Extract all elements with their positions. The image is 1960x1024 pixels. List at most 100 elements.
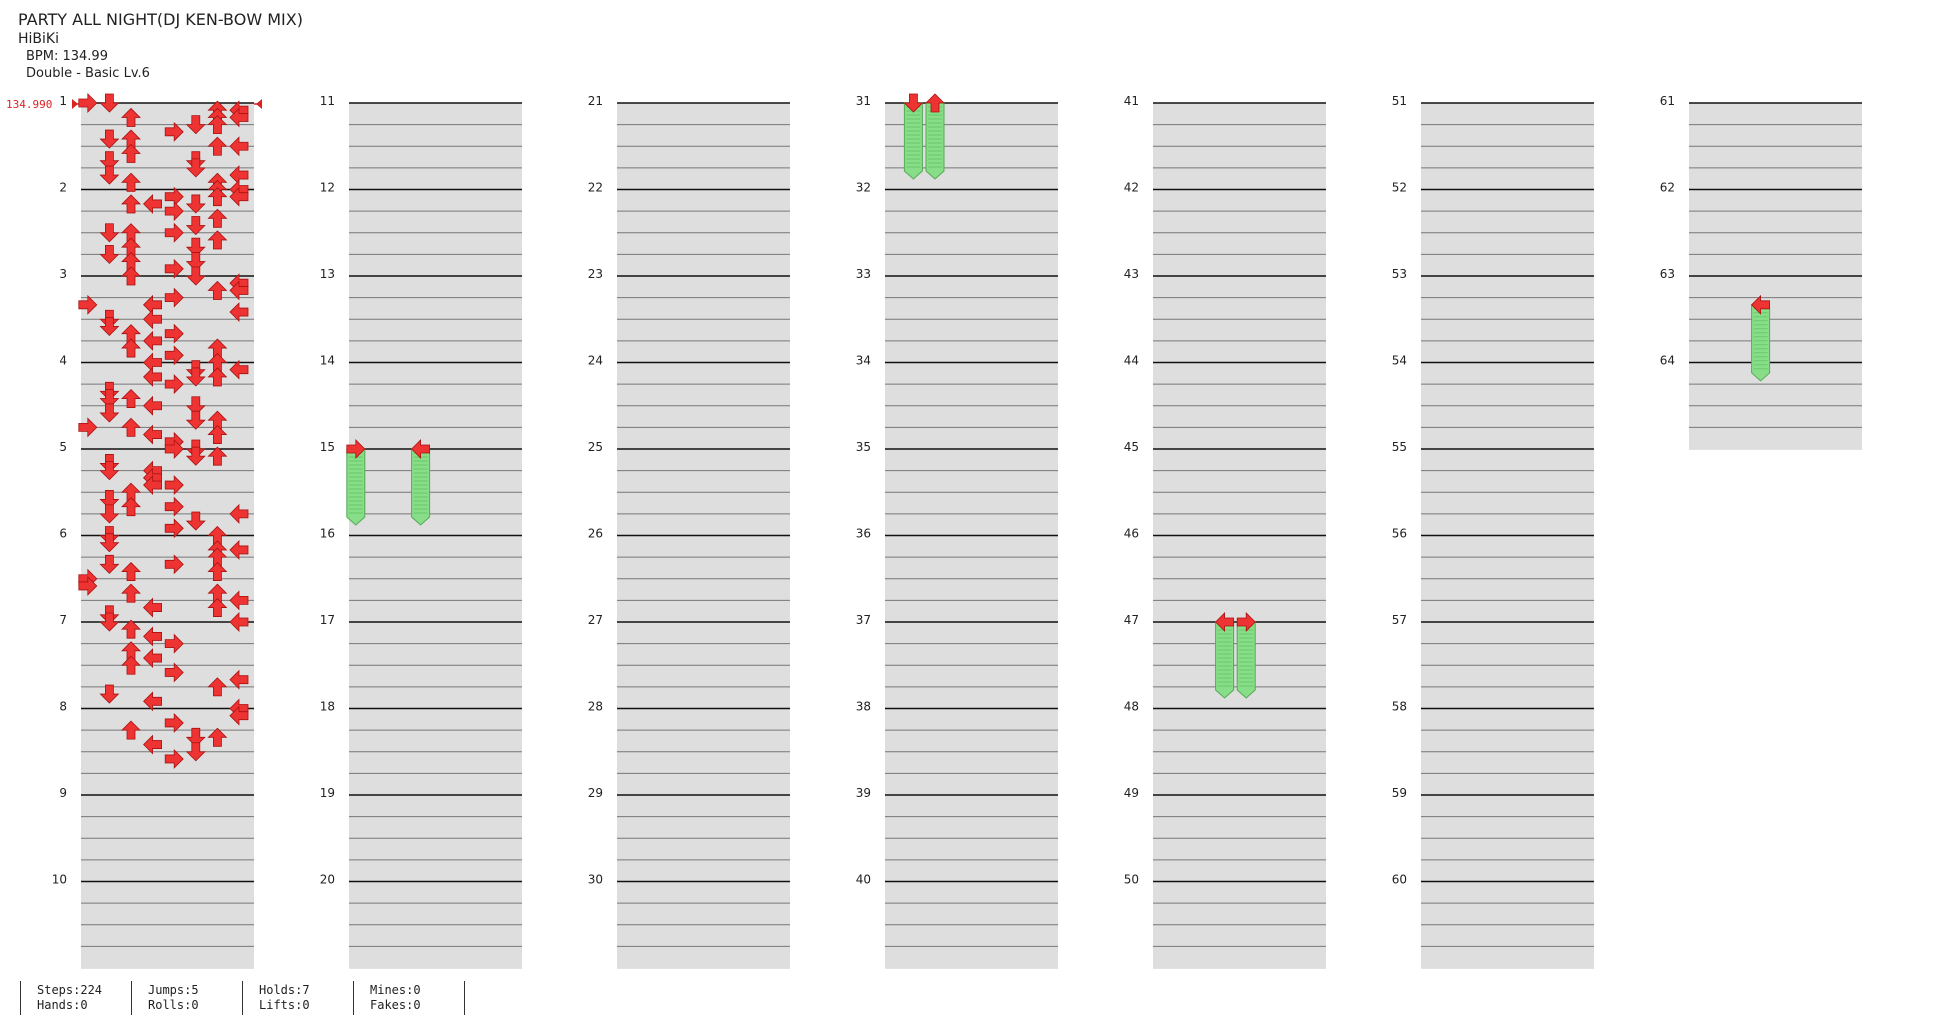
beat-band — [1421, 276, 1594, 299]
beat-band — [1689, 384, 1862, 407]
beat-band — [885, 233, 1058, 256]
step-arrow — [185, 396, 206, 416]
beat-band — [617, 449, 790, 472]
measure-number: 16 — [320, 527, 335, 541]
beat-band — [1153, 319, 1326, 342]
beat-band — [1689, 168, 1862, 191]
beat-band — [81, 882, 254, 904]
measure-number: 53 — [1392, 267, 1407, 281]
beat-band — [1153, 254, 1326, 277]
beat-band — [81, 384, 254, 407]
beat-band — [81, 817, 254, 840]
beat-band — [1153, 903, 1326, 926]
step-arrow — [207, 280, 228, 300]
beat-band — [617, 168, 790, 191]
steps-count: Steps:224 — [37, 983, 103, 997]
beat-band — [349, 471, 522, 494]
beat-band — [1421, 795, 1594, 818]
beat-band — [1421, 925, 1594, 948]
step-arrow — [121, 619, 141, 639]
beat-band — [1153, 882, 1326, 904]
beat-band — [1421, 471, 1594, 494]
beat-band — [885, 687, 1058, 710]
beat-band — [885, 384, 1058, 407]
measure-number: 14 — [320, 354, 335, 368]
step-arrow — [229, 669, 249, 690]
hold-note — [346, 448, 366, 526]
beat-band — [81, 406, 254, 429]
measure-number: 7 — [59, 613, 67, 627]
beat-band — [885, 254, 1058, 277]
measure-number: 34 — [856, 354, 871, 368]
beat-band — [885, 363, 1058, 385]
beat-band — [885, 773, 1058, 796]
beat-band — [1153, 471, 1326, 494]
beat-band — [885, 427, 1058, 450]
step-arrow — [143, 648, 163, 669]
step-arrow — [207, 598, 228, 617]
hold-note — [1751, 304, 1771, 382]
measure-number: 58 — [1392, 700, 1407, 714]
beat-band — [1153, 730, 1326, 753]
holds-count: Holds:7 — [259, 983, 310, 997]
step-arrow — [121, 655, 141, 675]
beat-band — [617, 557, 790, 580]
step-arrow — [164, 475, 184, 496]
measure-number: 30 — [588, 873, 603, 887]
step-arrow — [99, 165, 120, 185]
beat-band — [1153, 817, 1326, 840]
beat-band — [81, 579, 254, 602]
beat-band — [1153, 752, 1326, 775]
beat-band — [1421, 233, 1594, 256]
hold-head-arrow — [411, 439, 431, 459]
beat-band — [349, 363, 522, 385]
step-arrow — [78, 575, 98, 596]
step-arrow — [121, 583, 141, 603]
measure-number: 17 — [320, 613, 335, 627]
beat-band — [1689, 298, 1862, 321]
step-arrow — [164, 439, 184, 459]
measure-number: 10 — [52, 873, 67, 887]
step-arrow — [99, 389, 120, 409]
beat-band — [617, 211, 790, 234]
beat-band — [617, 687, 790, 710]
step-arrow — [164, 633, 184, 654]
beat-band — [349, 579, 522, 602]
step-arrow — [207, 425, 228, 444]
beat-band — [617, 925, 790, 948]
measure-number: 43 — [1124, 267, 1139, 281]
beat-band — [885, 795, 1058, 818]
beat-band — [1689, 276, 1862, 299]
step-arrow — [207, 208, 228, 228]
beat-band — [1689, 254, 1862, 277]
beat-band — [617, 838, 790, 861]
hold-head-arrow — [903, 93, 924, 113]
step-arrow — [229, 539, 249, 560]
beat-band — [1421, 644, 1594, 667]
measure-number: 4 — [59, 354, 67, 368]
step-arrow — [121, 194, 141, 214]
beat-band — [349, 817, 522, 840]
song-title: PARTY ALL NIGHT(DJ KEN-BOW MIX) — [18, 10, 303, 29]
lifts-count: Lifts:0 — [259, 998, 310, 1012]
beat-band — [885, 600, 1058, 623]
song-header: PARTY ALL NIGHT(DJ KEN-BOW MIX) HiBiKi B… — [18, 10, 303, 82]
beat-band — [1153, 103, 1326, 126]
step-arrow — [185, 115, 206, 135]
step-arrow — [143, 366, 163, 387]
step-arrow — [164, 345, 184, 366]
measure-number: 55 — [1392, 440, 1407, 454]
beat-band — [1421, 622, 1594, 645]
step-arrow — [99, 317, 120, 337]
beat-band — [81, 946, 254, 969]
bpm-marker: 134.990 — [6, 98, 52, 111]
step-arrow — [229, 136, 249, 157]
beat-band — [617, 190, 790, 212]
beat-band — [885, 644, 1058, 667]
beat-band — [617, 298, 790, 321]
stat-column: Holds:7 Lifts:0 — [242, 981, 353, 1015]
beat-band — [1153, 168, 1326, 191]
beat-band — [885, 190, 1058, 212]
beat-band — [1421, 125, 1594, 148]
